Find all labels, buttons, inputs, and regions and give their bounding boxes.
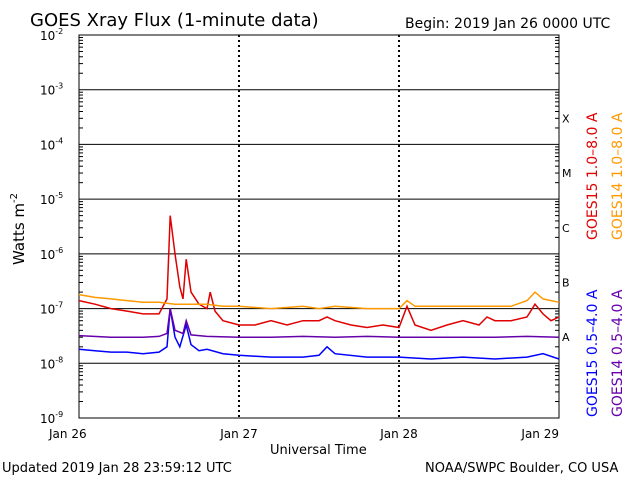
y-tick-label: 10-6 — [40, 246, 63, 262]
x-tick-label: Jan 28 — [379, 427, 418, 441]
legend-label: GOES14 0.5–4.0 A — [610, 289, 626, 417]
y-tick-label: 10-9 — [40, 410, 63, 426]
plot-frame — [78, 34, 560, 419]
legend-item: GOES14 1.0–8.0 A — [610, 112, 626, 240]
y-tick-label: 10-5 — [40, 191, 63, 207]
x-tick-label: Jan 27 — [219, 427, 258, 441]
y-tick-label: 10-4 — [40, 136, 63, 152]
source-label: NOAA/SWPC Boulder, CO USA — [425, 461, 618, 476]
x-axis-title: Universal Time — [270, 443, 367, 458]
y-axis-title-text: Watts m — [10, 203, 28, 265]
begin-label: Begin: 2019 Jan 26 0000 UTC — [405, 16, 610, 32]
svg-text:Watts m-2: Watts m-2 — [9, 193, 28, 265]
y-tick-label: 10-2 — [40, 27, 63, 43]
y-axis-title-sup: -2 — [9, 193, 20, 203]
legend-item: GOES15 0.5–4.0 A — [585, 289, 601, 417]
flare-class-label: C — [562, 222, 570, 235]
y-tick-label: 10-8 — [40, 355, 63, 371]
chart-title: GOES Xray Flux (1-minute data) — [30, 10, 319, 31]
flare-class-label: B — [562, 276, 570, 289]
flare-class-label: X — [562, 112, 570, 125]
y-tick-label: 10-3 — [40, 82, 63, 98]
flare-class-label: A — [562, 331, 570, 344]
series-line — [78, 308, 560, 360]
updated-label: Updated 2019 Jan 28 23:59:12 UTC — [2, 461, 232, 476]
legend: GOES15 1.0–8.0 A GOES14 1.0–8.0 A GOES15 0… — [585, 112, 626, 417]
series-layer — [78, 215, 560, 360]
x-tick-label: Jan 26 — [48, 427, 87, 441]
y-axis-title: Watts m-2 — [9, 193, 28, 265]
legend-label: GOES15 1.0–8.0 A — [585, 112, 601, 240]
plot-area — [78, 34, 560, 419]
flare-class-label: M — [562, 167, 572, 180]
series-line — [78, 308, 560, 338]
legend-item: GOES15 1.0–8.0 A — [585, 112, 601, 240]
y-tick-label: 10-7 — [40, 301, 63, 317]
legend-item: GOES14 0.5–4.0 A — [610, 289, 626, 417]
series-line — [78, 215, 560, 332]
x-tick-label: Jan 29 — [520, 427, 559, 441]
legend-label: GOES15 0.5–4.0 A — [585, 289, 601, 417]
series-line — [78, 291, 560, 310]
legend-label: GOES14 1.0–8.0 A — [610, 112, 626, 240]
